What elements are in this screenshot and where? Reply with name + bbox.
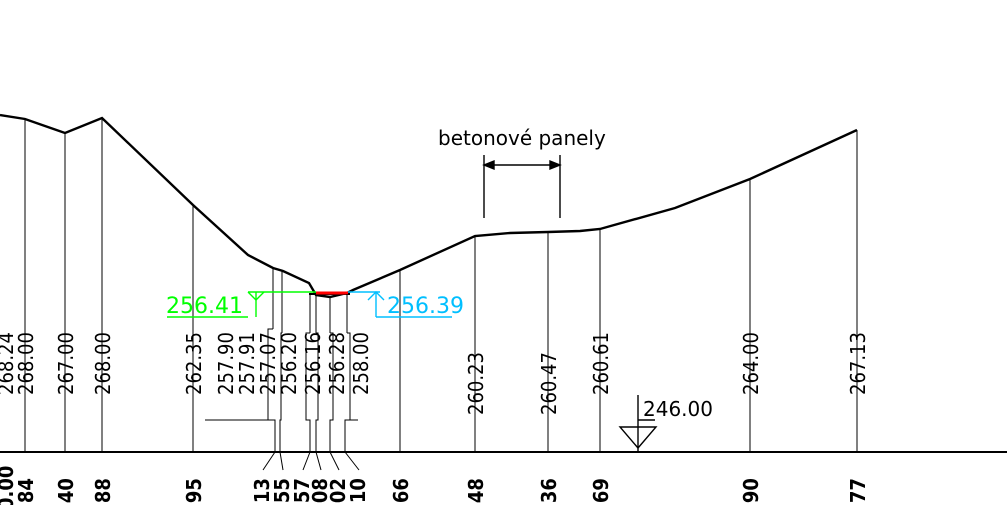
elevation-label: 257.91 [235, 332, 259, 395]
distance-label: .57 [290, 478, 314, 505]
distance-label: .66 [389, 478, 413, 505]
distance-label: 0.00 [0, 466, 18, 505]
distance-label: .88 [91, 478, 115, 505]
elevation-label: 267.00 [54, 332, 78, 395]
elevation-label: 260.47 [537, 352, 561, 415]
elevation-label: 257.07 [256, 332, 280, 395]
elevation-label: 264.00 [739, 332, 763, 395]
elevation-label: 268.00 [14, 332, 38, 395]
distance-label: .55 [270, 478, 294, 505]
distance-labels: 0.00 .84 .40 .88 .95 .13 .55 .57 .08 .02… [0, 466, 870, 505]
elevation-label: 256.28 [325, 332, 349, 395]
paving-label: betonové panely [438, 126, 606, 150]
elevation-label: 268.00 [91, 332, 115, 395]
datum-ticks [262, 451, 360, 471]
distance-label: .36 [537, 478, 561, 505]
water-level-right-label: 256.39 [387, 294, 464, 319]
terrain-profile-line [0, 113, 858, 299]
distance-label: .90 [739, 478, 763, 505]
elevation-label: 260.23 [464, 352, 488, 415]
water-level-left-label: 256.41 [166, 294, 243, 319]
elevation-label: 258.00 [349, 332, 373, 395]
elevation-label: 262.35 [182, 332, 206, 395]
distance-label: .13 [250, 478, 274, 505]
datum-symbol [618, 395, 658, 452]
distance-label: .10 [346, 478, 370, 505]
distance-label: .02 [326, 478, 350, 505]
datum-level-label: 246.00 [643, 397, 713, 421]
distance-label: .95 [182, 478, 206, 505]
elevation-label: 267.13 [846, 332, 870, 395]
leader-lines [205, 328, 358, 452]
elevation-labels: 268.24 268.00 267.00 268.00 262.35 257.9… [0, 332, 870, 415]
elevation-label: 257.90 [214, 332, 238, 395]
elevation-label: 260.61 [589, 332, 613, 395]
distance-label: .48 [464, 478, 488, 505]
station-lines [24, 118, 858, 452]
distance-label: .84 [14, 478, 38, 505]
elevation-label: 256.20 [277, 332, 301, 395]
paving-dimension [482, 155, 562, 218]
distance-label: .69 [589, 478, 613, 505]
distance-label: .77 [846, 478, 870, 505]
water-level-left-marker [167, 291, 316, 318]
elevation-label: 268.24 [0, 332, 18, 395]
distance-label: .40 [54, 478, 78, 505]
elevation-label: 256.16 [301, 332, 325, 395]
distance-label: .08 [308, 478, 332, 505]
water-level-right-marker [348, 291, 452, 318]
